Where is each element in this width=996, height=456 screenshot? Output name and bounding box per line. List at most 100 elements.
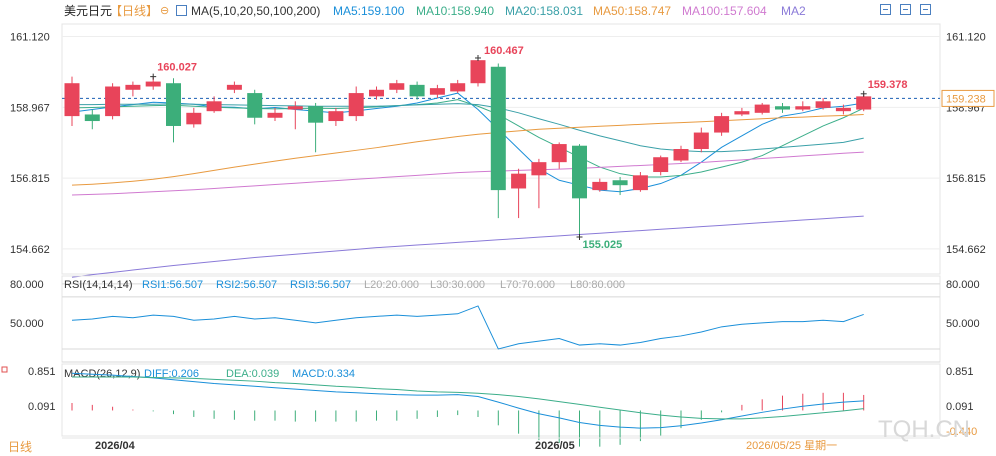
candle-body xyxy=(592,181,608,191)
ma5-value: MA5:159.100 xyxy=(333,4,405,18)
month-label-april: 2026/04 xyxy=(95,440,136,452)
macd-axis-right-label: -0.440 xyxy=(946,426,977,438)
macd-diff-line xyxy=(71,372,864,429)
candle-body xyxy=(673,149,689,161)
candle-body xyxy=(775,106,790,110)
ma20-value: MA20:158.031 xyxy=(505,4,584,18)
rsi-legend-item: L30:30.000 xyxy=(430,279,485,291)
rsi-legend-item: L70:70.000 xyxy=(500,279,555,291)
macd-panel-frame xyxy=(61,363,941,437)
y-axis-left-label: 156.815 xyxy=(10,173,50,185)
macd-legend-item: MACD:0.334 xyxy=(292,368,355,380)
watermark: TQH.CN xyxy=(878,416,970,443)
candle-body xyxy=(64,83,80,117)
candle-body xyxy=(206,101,222,112)
symbol-name[interactable]: 美元日元 xyxy=(64,4,113,18)
candle-body xyxy=(795,106,811,110)
current-price-box xyxy=(941,89,995,107)
candle-body xyxy=(328,111,344,122)
candle-body xyxy=(754,104,770,113)
ma-line-ma2 xyxy=(71,215,864,278)
candle-body xyxy=(815,101,831,108)
macd-axis-left-label: 0.091 xyxy=(28,401,56,413)
candle-body xyxy=(511,173,527,189)
candle-body xyxy=(551,144,567,163)
macd-legend-item: MACD(26,12,9) xyxy=(64,368,140,380)
minimize-icon[interactable] xyxy=(920,4,931,15)
macd-axis-right-label: 0.091 xyxy=(946,401,974,413)
ma50-value: MA50:158.747 xyxy=(593,4,672,18)
y-axis-left-label: 161.120 xyxy=(10,32,50,44)
candle-body xyxy=(450,83,466,92)
candle-body xyxy=(287,106,303,110)
candle-body xyxy=(308,106,324,123)
rsi-axis-right-label: 50.000 xyxy=(946,318,980,330)
candle-body xyxy=(714,116,730,133)
candle-body xyxy=(693,132,709,149)
annotation-high-1: 160.027 xyxy=(157,62,197,74)
ma-line-ma5 xyxy=(71,92,864,193)
y-axis-left-label: 154.662 xyxy=(10,244,50,256)
candle-body xyxy=(490,66,506,191)
rsi-line xyxy=(71,305,864,350)
candle-body xyxy=(247,93,263,118)
rsi-legend-item: RSI2:56.507 xyxy=(216,279,277,291)
candle-body xyxy=(125,84,141,90)
rsi-legend-item: RSI3:56.507 xyxy=(290,279,351,291)
rsi-legend-item: L20:20.000 xyxy=(364,279,419,291)
zoom-in-icon[interactable] xyxy=(900,4,911,15)
candle-body xyxy=(84,114,100,122)
macd-axis-right-label: 0.851 xyxy=(946,366,974,378)
macd-legend-item: DEA:0.039 xyxy=(226,368,279,380)
candle-body xyxy=(267,112,283,118)
chart-header: 美元日元 【日线】 ⊖ MA(5,10,20,50,100,200) MA5:1… xyxy=(0,0,996,22)
ma100-value: MA100:157.604 xyxy=(682,4,767,18)
y-axis-right-label: 156.815 xyxy=(946,173,986,185)
candle-body xyxy=(856,96,872,110)
candle-body xyxy=(734,111,750,115)
candle-body xyxy=(369,89,384,97)
rsi-axis-left-label: 80.000 xyxy=(10,279,44,291)
indicator-toggle-icon[interactable] xyxy=(176,5,187,16)
settings-icon[interactable]: ⊖ xyxy=(160,5,170,17)
ma-line-ma50 xyxy=(71,114,864,186)
candle-body xyxy=(572,145,587,199)
candle-body xyxy=(409,84,425,97)
current-price-label: 159.238 xyxy=(946,93,986,105)
y-axis-right-label: 154.662 xyxy=(946,244,986,256)
macd-axis-left-label: 0.851 xyxy=(28,366,56,378)
candle-body xyxy=(835,107,851,112)
annotation-last-high: 159.378 xyxy=(868,79,908,91)
rsi-axis-right-label: 80.000 xyxy=(946,279,980,291)
candle-body xyxy=(145,81,161,87)
candle-body xyxy=(429,88,445,95)
ma-line-ma100 xyxy=(71,151,864,196)
candle-body xyxy=(470,60,486,84)
candle-body xyxy=(226,84,242,90)
zoom-out-icon[interactable] xyxy=(880,4,891,15)
annotation-high-2: 160.467 xyxy=(484,45,524,57)
candle-body xyxy=(612,180,628,186)
candle-body xyxy=(389,83,405,90)
ma-line-ma10 xyxy=(71,99,864,178)
macd-legend-item: DIFF:0.206 xyxy=(144,368,199,380)
ma-params: MA(5,10,20,50,100,200) xyxy=(191,4,321,18)
period-footer-label[interactable]: 日线 xyxy=(8,440,32,454)
cursor-date-label: 2026/05/25 星期一 xyxy=(746,439,837,452)
rsi-legend-item: RSI1:56.507 xyxy=(142,279,203,291)
candle-body xyxy=(348,93,364,117)
candle-body xyxy=(531,162,547,176)
candle-body xyxy=(105,86,121,117)
period-tag[interactable]: 【日线】 xyxy=(110,4,159,18)
month-label-may: 2026/05 xyxy=(535,440,575,452)
rsi-axis-left-label: 50.000 xyxy=(10,318,44,330)
candle-body xyxy=(632,175,648,191)
ma2-value: MA2 xyxy=(781,4,806,18)
y-axis-right-label: 161.120 xyxy=(946,32,986,44)
drag-handle-icon[interactable] xyxy=(1,366,8,373)
candle-body xyxy=(166,83,181,126)
rsi-legend-item: L80:80.000 xyxy=(570,279,625,291)
rsi-legend-item: RSI(14,14,14) xyxy=(64,279,132,291)
